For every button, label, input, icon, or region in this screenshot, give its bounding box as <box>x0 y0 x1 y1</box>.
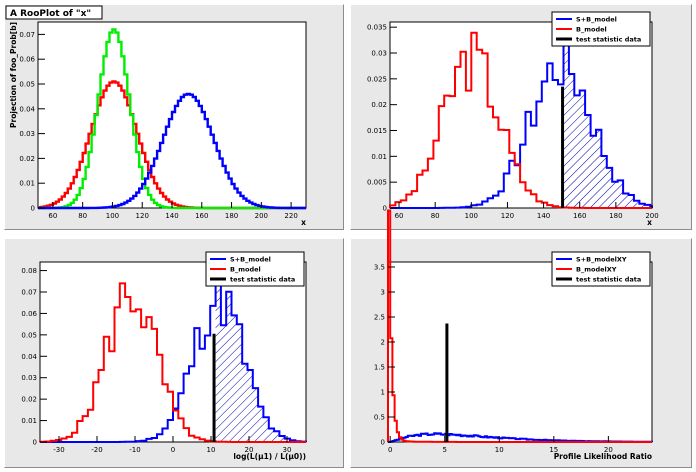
tail-hatch <box>215 272 306 442</box>
x-tick-label: 140 <box>537 212 550 220</box>
tail-hatch <box>563 34 652 208</box>
y-tick-label: 0.025 <box>367 75 387 83</box>
y-tick-label: 1 <box>381 389 385 397</box>
legend-label: S+B_model <box>576 16 617 24</box>
series-hist-1 <box>39 282 306 443</box>
x-tick-label: 20 <box>245 446 254 454</box>
x-tick-label: 100 <box>106 212 119 220</box>
x-tick-label: 120 <box>501 212 514 220</box>
y-tick-label: 0.07 <box>19 31 35 39</box>
x-axis-label: x <box>301 218 306 227</box>
x-tick-label: 120 <box>136 212 149 220</box>
y-tick-label: 0.08 <box>21 267 37 275</box>
x-axis-label: log(L(μ1) / L(μ0)) <box>233 452 306 461</box>
y-tick-label: 0.02 <box>19 155 35 163</box>
y-tick-label: 3.5 <box>374 264 385 272</box>
y-tick-label: 0 <box>33 439 37 447</box>
y-tick-label: 0.01 <box>21 417 37 425</box>
y-tick-label: 0.02 <box>21 396 37 404</box>
x-tick-label: -20 <box>91 446 102 454</box>
legend-label: B_model <box>576 26 607 34</box>
x-tick-label: 10 <box>495 446 504 454</box>
y-tick-label: 0 <box>381 439 385 447</box>
x-tick-label: 180 <box>609 212 622 220</box>
y-axis-label: Projection of foo_Prob[b] <box>9 22 18 128</box>
y-tick-label: 0.04 <box>21 353 37 361</box>
y-tick-label: 0.03 <box>19 130 35 138</box>
x-tick-label: 160 <box>195 212 208 220</box>
series-line-1 <box>38 28 306 210</box>
x-axis-label: Profile Likelihood Ratio <box>554 452 652 461</box>
y-tick-label: 0.035 <box>367 24 387 32</box>
x-tick-label: -10 <box>129 446 140 454</box>
y-tick-label: 0.03 <box>21 374 37 382</box>
y-tick-label: 0 <box>383 205 387 213</box>
y-tick-label: 0.04 <box>19 105 35 113</box>
legend-label: test statistic data <box>576 276 641 284</box>
chart-1: 60 80 100 120 140 160 180 200 0 0.005 0.01 0.015 0.0… <box>367 11 659 227</box>
legend-label: B_modelXY <box>576 266 617 274</box>
y-tick-label: 0.015 <box>367 127 387 135</box>
x-tick-label: 200 <box>645 212 658 220</box>
y-tick-label: 1.5 <box>374 364 385 372</box>
y-tick-label: 0.01 <box>371 153 387 161</box>
x-tick-label: 60 <box>48 212 57 220</box>
y-tick-label: 0.06 <box>19 56 35 64</box>
x-tick-label: 10 <box>207 446 216 454</box>
x-tick-label: 20 <box>604 446 613 454</box>
y-tick-label: 0 <box>31 205 35 213</box>
x-tick-label: 0 <box>388 446 392 454</box>
x-tick-label: 180 <box>225 212 238 220</box>
x-axis-label: x <box>647 218 652 227</box>
series-hist-1 <box>387 209 652 443</box>
y-tick-label: 0.02 <box>371 101 387 109</box>
y-tick-label: 2.5 <box>374 314 385 322</box>
y-tick-label: 0.01 <box>19 180 35 188</box>
x-tick-label: 200 <box>255 212 268 220</box>
legend-label: S+B_model <box>230 256 271 264</box>
legend-label: B_model <box>230 266 261 274</box>
series-hist-0 <box>40 271 307 443</box>
y-tick-label: 0.06 <box>21 310 37 318</box>
x-tick-label: 30 <box>283 446 292 454</box>
chart-3: 0 5 10 15 20 0 0.5 1 1.5 2 2.5 3 3.5 Profile Likeliho… <box>374 209 653 461</box>
x-tick-label: -30 <box>53 446 64 454</box>
y-tick-label: 0.05 <box>19 81 35 89</box>
legend-label: S+B_modelXY <box>576 256 627 264</box>
y-tick-label: 0.5 <box>374 414 385 422</box>
chart-title: A RooPlot of "x" <box>10 9 91 19</box>
x-tick-label: 220 <box>284 212 297 220</box>
y-tick-label: 2 <box>381 339 385 347</box>
y-tick-label: 0.005 <box>367 179 387 187</box>
x-tick-label: 0 <box>171 446 175 454</box>
title-box <box>5 5 103 20</box>
series-line-2 <box>38 92 306 210</box>
plot-frame <box>387 261 653 443</box>
x-tick-label: 140 <box>165 212 178 220</box>
legend-label: test statistic data <box>230 276 295 284</box>
legend-label: test statistic data <box>576 36 641 44</box>
x-tick-label: 5 <box>442 446 446 454</box>
series-hist-0 <box>390 33 653 209</box>
chart-2: -30 -20 -10 0 10 20 30 0 0.01 0.02 0.03 0.04 0.05 0.0… <box>21 251 307 461</box>
x-tick-label: 15 <box>549 446 558 454</box>
y-tick-label: 0.03 <box>371 50 387 58</box>
x-tick-label: 100 <box>465 212 478 220</box>
x-tick-label: 80 <box>431 212 440 220</box>
x-tick-label: 80 <box>78 212 87 220</box>
x-tick-label: 60 <box>395 212 404 220</box>
y-tick-label: 0.05 <box>21 331 37 339</box>
chart-0: 60 80 100 120 140 160 180 200 220 0 0.01 0.02 0.03 0.… <box>5 5 307 227</box>
y-tick-label: 3 <box>381 289 385 297</box>
series-hist-1 <box>389 31 652 209</box>
y-tick-label: 0.07 <box>21 289 37 297</box>
x-tick-label: 160 <box>573 212 586 220</box>
